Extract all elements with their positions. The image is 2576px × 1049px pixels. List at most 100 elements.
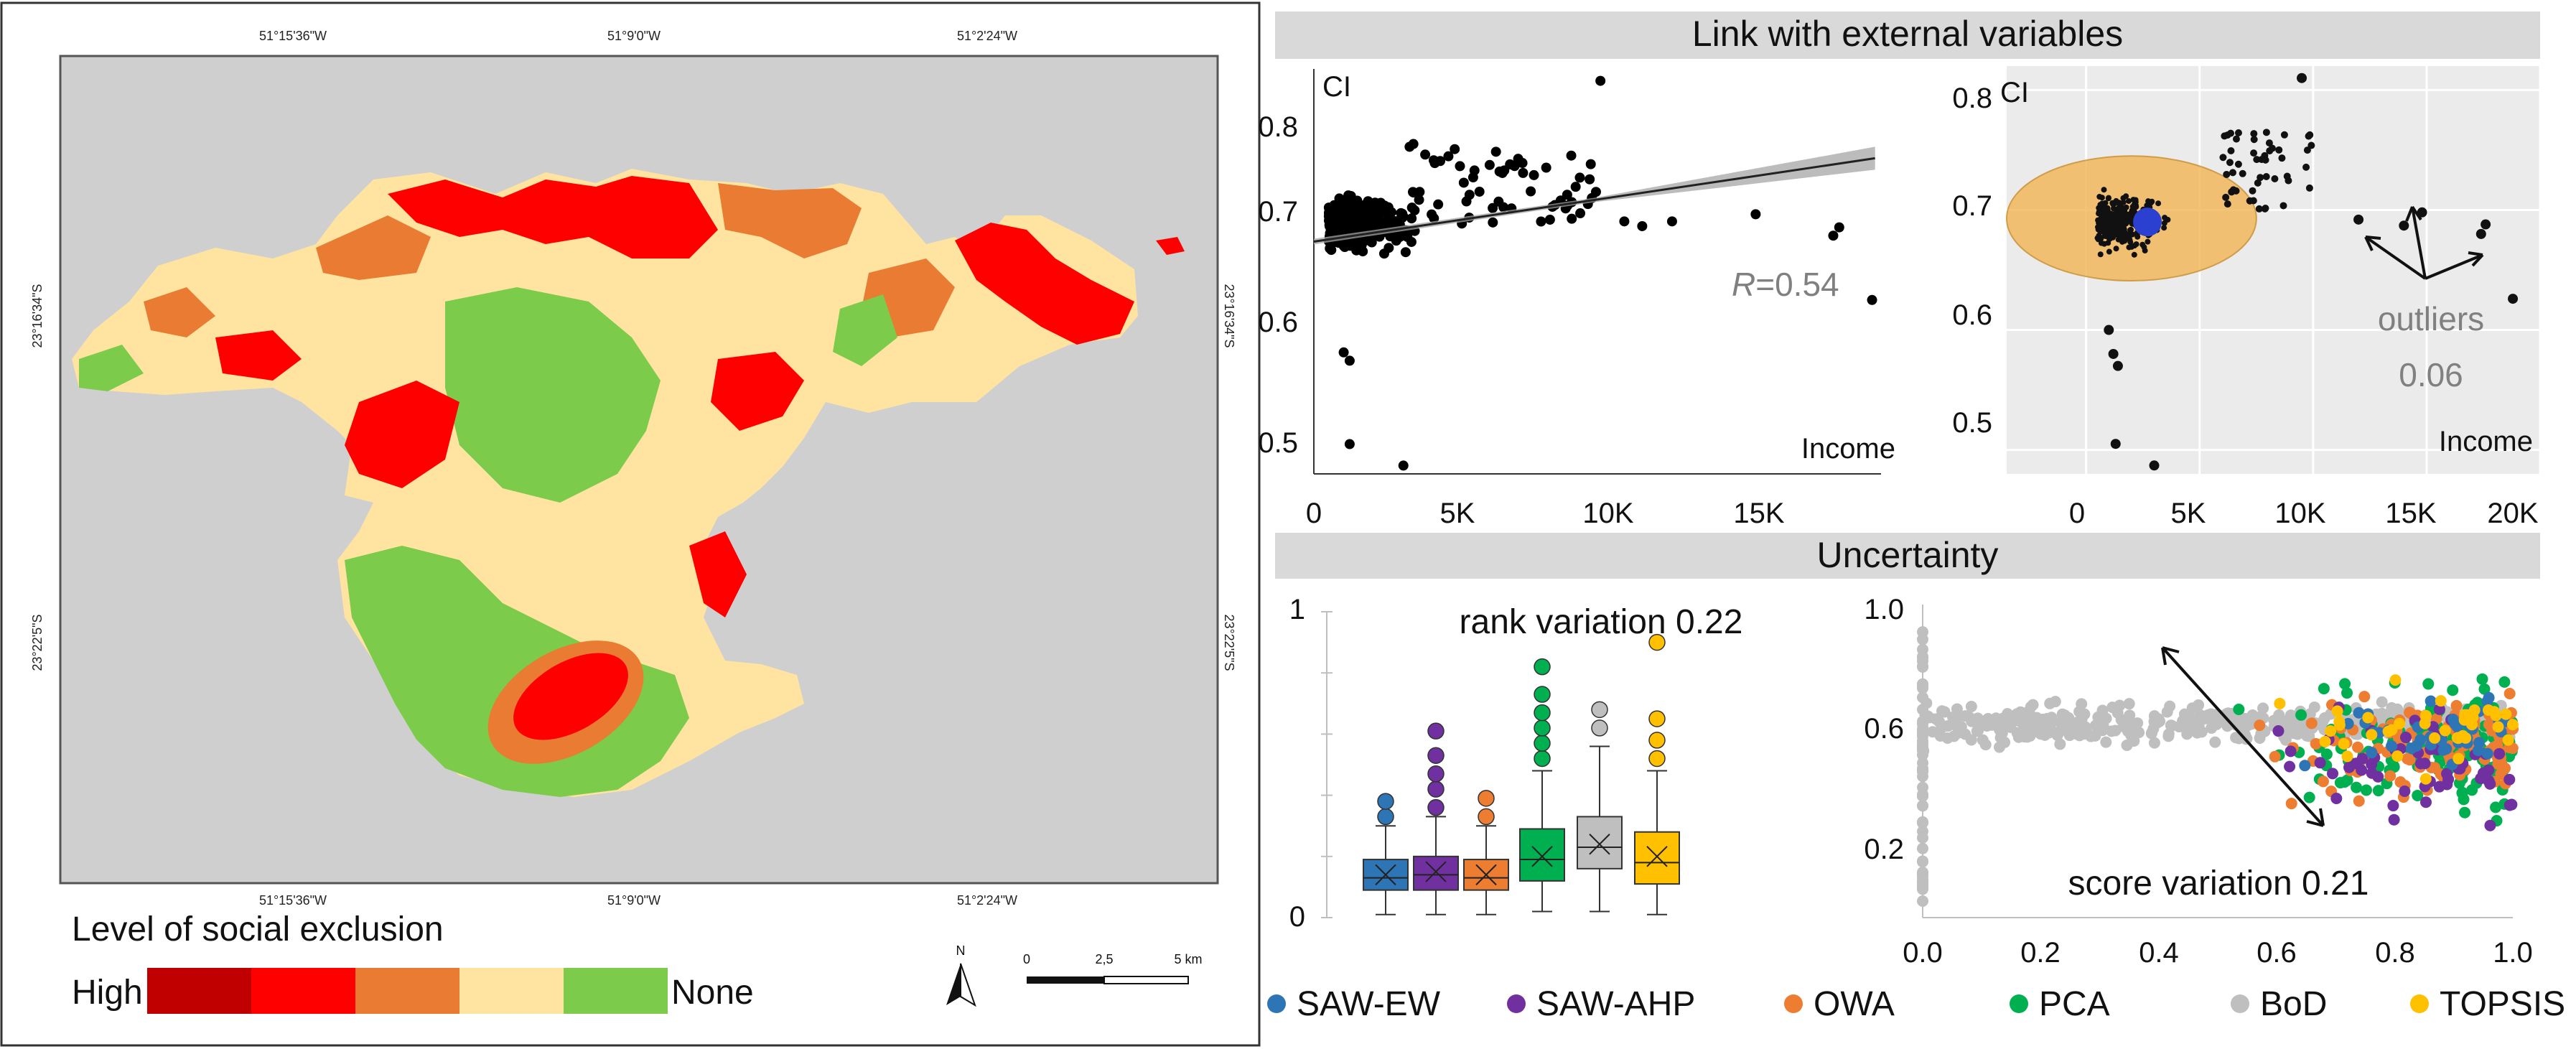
- map-legend-title: Level of social exclusion: [72, 910, 444, 948]
- chart4-point-TOPSIS: [2341, 750, 2353, 763]
- chart4-point-SAW-EW: [2414, 734, 2427, 746]
- chart2-point: [2099, 200, 2106, 207]
- chart4-point-SAW-AHP: [2272, 725, 2285, 737]
- chart4-point-BoD: [2018, 731, 2030, 743]
- chart4-point-BoD: [2146, 727, 2158, 739]
- chart4-point-OWA: [2310, 737, 2322, 750]
- chart-outliers-scatter: 0.8 0.7 0.6 0.5 0 5K 10K 15K 20K CI Inco…: [1952, 66, 2542, 529]
- chart2-point: [2106, 248, 2112, 255]
- chart4-point-TOPSIS: [2506, 719, 2519, 731]
- chart4-point-BoD: [2096, 724, 2109, 737]
- legend-label-OWA: OWA: [1814, 985, 1895, 1023]
- region-orange-north: [718, 183, 862, 258]
- chart2-point: [2399, 220, 2409, 231]
- chart1-point: [1590, 187, 1601, 197]
- chart2-point: [2258, 156, 2266, 164]
- chart1-point: [1541, 162, 1551, 173]
- chart4-point-BoD: [1951, 712, 1963, 724]
- box-SAW-AHP: [1413, 855, 1459, 891]
- chart4-point-BoD: [2255, 727, 2267, 740]
- chart4-point-BoD: [2230, 732, 2242, 744]
- box-outlier: [1534, 735, 1551, 752]
- chart4-point-BoD: [2054, 738, 2066, 750]
- chart1-ytick-1: 0.7: [1258, 196, 1298, 228]
- chart1-xtick-1: 5K: [1440, 498, 1475, 529]
- chart2-point: [2139, 241, 2146, 248]
- chart4-point-BoD: [1965, 700, 1977, 712]
- chart4-point-SAW-AHP: [2343, 761, 2356, 773]
- chart4-point-BoD: [2124, 709, 2136, 722]
- chart4-point-PCA: [2334, 777, 2346, 789]
- chart2-point: [2116, 222, 2122, 228]
- chart4-point-SAW-AHP: [2503, 773, 2516, 785]
- chart4-point-BoD: [2178, 708, 2190, 720]
- chart1-point: [1575, 208, 1586, 219]
- chart1-point: [1427, 209, 1437, 220]
- chart4-point-TOPSIS: [2458, 714, 2470, 726]
- chart2-point: [2096, 193, 2103, 200]
- chart4-point-TOPSIS: [2453, 732, 2465, 745]
- legend-label-TOPSIS: TOPSIS: [2440, 985, 2565, 1023]
- chart4-point-SAW-EW: [2473, 737, 2485, 749]
- chart1-ylabel: CI: [1322, 71, 1351, 103]
- chart2-point: [2128, 243, 2134, 250]
- chart2-outliers-value: 0.06: [2399, 356, 2463, 393]
- chart2-point: [2149, 460, 2160, 471]
- box-mean-marker: [1425, 861, 1447, 882]
- chart4-point-SAW-EW: [2299, 760, 2311, 772]
- chart2-point: [2262, 172, 2270, 180]
- chart2-point: [2107, 214, 2114, 220]
- chart4-point-BoD: [1951, 703, 1963, 715]
- chart4-point-BoD: [2049, 696, 2061, 708]
- chart2-point: [2131, 251, 2137, 258]
- chart4-point-PCA: [2360, 784, 2372, 796]
- coord-top-1: 51°15'36"W: [259, 29, 327, 43]
- chart2-point: [2249, 197, 2257, 205]
- chart2-point: [2271, 174, 2279, 182]
- legend-marker-SAW-AHP: [1507, 994, 1526, 1013]
- chart2-point: [2234, 160, 2242, 168]
- chart4-point-TOPSIS: [2325, 725, 2337, 737]
- chart4-point-SAW-AHP: [2441, 768, 2453, 780]
- legend-marker-BoD: [2231, 994, 2249, 1013]
- chart2-point: [2261, 205, 2269, 213]
- chart4-point-SAW-AHP: [2493, 747, 2506, 760]
- chart4-point-TOPSIS: [2419, 717, 2431, 729]
- box-BoD: [1577, 816, 1623, 869]
- chart3-ytick-bottom: 0: [1289, 901, 1305, 933]
- box-outlier: [1534, 658, 1551, 676]
- chart1-point: [1406, 202, 1417, 213]
- chart2-point: [2120, 199, 2127, 205]
- box-mean-marker: [1375, 864, 1396, 886]
- scale-label-end: 5 km: [1174, 952, 1202, 966]
- chart4-point-PCA: [2459, 806, 2471, 819]
- chart4-points: [1917, 626, 2519, 908]
- chart4-point-BoD: [1938, 706, 1951, 718]
- chart1-point: [1382, 202, 1393, 213]
- chart2-point: [2101, 208, 2108, 215]
- chart4-point-TOPSIS: [2331, 705, 2343, 717]
- chart1-point: [1324, 208, 1335, 219]
- north-arrow: N: [946, 943, 976, 1007]
- chart4-point-SAW-AHP: [2399, 785, 2411, 797]
- chart2-point: [2095, 236, 2101, 243]
- chart4-point-PCA: [2422, 678, 2435, 690]
- chart1-point: [1414, 187, 1425, 197]
- chart4-point-OWA: [2450, 699, 2463, 712]
- chart2-point: [2105, 225, 2111, 232]
- chart4-point-PCA: [2456, 787, 2468, 799]
- legend-swatch-0: [147, 968, 251, 1014]
- header-external: Link with external variables: [1692, 14, 2123, 54]
- chart4-point-BoD: [1917, 715, 1928, 727]
- chart4-point-SAW-AHP: [2483, 775, 2495, 787]
- chart3-ytick-top: 1: [1289, 594, 1305, 625]
- chart2-point: [2227, 146, 2235, 154]
- chart4-point-BoD: [1917, 800, 1928, 812]
- chart1-point: [1566, 150, 1577, 161]
- chart4-point-SAW-AHP: [2419, 796, 2432, 808]
- chart2-point: [2144, 202, 2150, 209]
- chart4-point-BoD: [2128, 735, 2140, 747]
- coord-top-3: 51°2'24"W: [957, 29, 1017, 43]
- chart1-point: [1488, 217, 1498, 228]
- chart4-point-BoD: [2015, 706, 2027, 718]
